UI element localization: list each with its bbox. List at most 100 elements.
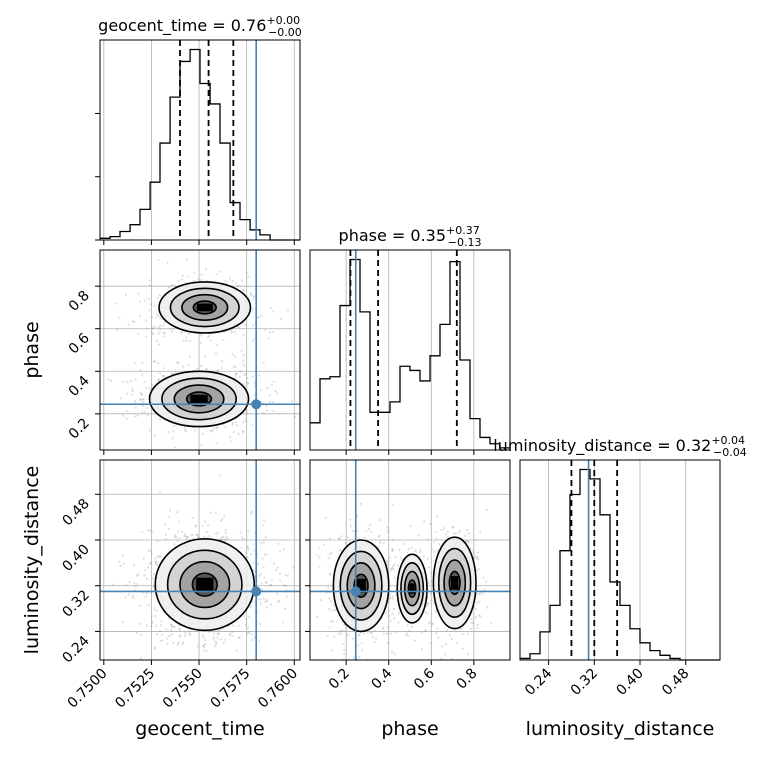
x-tick-label: 0.7550 [160, 666, 206, 712]
sample-point [172, 429, 175, 432]
sample-point [476, 623, 479, 627]
sample-point [203, 535, 206, 538]
sample-point [231, 423, 234, 426]
sample-point [153, 434, 157, 437]
sample-point [242, 420, 245, 424]
sample-point [134, 585, 137, 588]
sample-point [178, 520, 181, 523]
sample-point [121, 380, 124, 383]
sample-point [419, 549, 422, 552]
sample-point [171, 372, 174, 375]
sample-point [353, 530, 356, 533]
sample-point [257, 374, 261, 377]
sample-point [358, 655, 361, 659]
sample-point [234, 421, 237, 424]
sample-point [338, 537, 341, 540]
sample-point [134, 415, 137, 418]
sample-point [121, 620, 124, 624]
sample-point [209, 339, 213, 342]
sample-point [476, 551, 479, 554]
sample-point [433, 541, 436, 544]
density-peak [196, 577, 214, 592]
sample-point [391, 549, 394, 553]
sample-point [161, 639, 164, 642]
truth-marker [251, 399, 262, 410]
sample-point [139, 369, 142, 372]
sample-point [317, 546, 320, 549]
sample-point [389, 597, 392, 600]
sample-point [327, 557, 331, 560]
sample-point [124, 596, 127, 599]
sample-point [422, 555, 426, 558]
sample-point [150, 615, 153, 618]
sample-point [167, 515, 170, 518]
sample-point [245, 381, 248, 384]
sample-point [200, 273, 203, 277]
sample-point [391, 547, 394, 551]
sample-point [146, 414, 150, 417]
sample-point [202, 649, 205, 652]
sample-point [251, 423, 254, 427]
sample-point [394, 556, 397, 559]
sample-point [278, 572, 282, 575]
sample-point [189, 633, 192, 637]
sample-point [216, 636, 219, 639]
hist-step [310, 258, 510, 449]
sample-point [160, 620, 163, 623]
sample-point [433, 550, 436, 553]
sample-point [168, 509, 172, 512]
sample-point [342, 642, 345, 646]
sample-point [151, 331, 154, 334]
sample-point [110, 379, 113, 383]
sample-point [386, 625, 390, 629]
sample-point [426, 603, 430, 606]
sample-point [171, 436, 174, 440]
sample-point [171, 283, 174, 286]
sample-point [220, 536, 223, 539]
sample-point [247, 631, 250, 635]
sample-point [331, 620, 334, 623]
sample-point [247, 275, 250, 278]
sample-point [188, 630, 191, 634]
sample-point [159, 418, 162, 421]
sample-point [265, 580, 268, 584]
sample-point [218, 270, 221, 273]
sample-point [260, 542, 263, 545]
sample-point [126, 392, 129, 395]
sample-point [466, 653, 470, 656]
sample-point [121, 554, 124, 557]
sample-point [168, 286, 171, 289]
sample-point [475, 557, 479, 560]
sample-point [118, 560, 121, 563]
sample-point [244, 324, 247, 327]
density-peak [196, 303, 213, 312]
grid [103, 40, 295, 240]
sample-point [183, 535, 186, 538]
sample-point [245, 617, 248, 621]
sample-point [151, 384, 154, 387]
sample-point [153, 325, 157, 328]
sample-point [386, 526, 389, 529]
sample-point [474, 616, 477, 619]
sample-point [182, 339, 185, 342]
sample-point [409, 525, 412, 528]
sample-point [379, 541, 382, 544]
truth-marker [251, 586, 262, 597]
sample-point [170, 623, 173, 627]
sample-point [223, 515, 226, 518]
sample-point [427, 622, 430, 625]
sample-point [277, 601, 280, 604]
sample-point [434, 531, 437, 534]
sample-point [214, 641, 218, 644]
sample-point [125, 417, 128, 420]
sample-point [168, 635, 171, 638]
sample-point [197, 536, 200, 539]
sample-point [243, 289, 246, 292]
x-tick-label: 0.7600 [255, 666, 301, 712]
sample-point [125, 410, 128, 413]
sample-point [186, 535, 189, 538]
sample-point [144, 568, 147, 571]
sample-point [358, 634, 361, 637]
sample-point [366, 632, 370, 635]
sample-point [411, 546, 414, 549]
